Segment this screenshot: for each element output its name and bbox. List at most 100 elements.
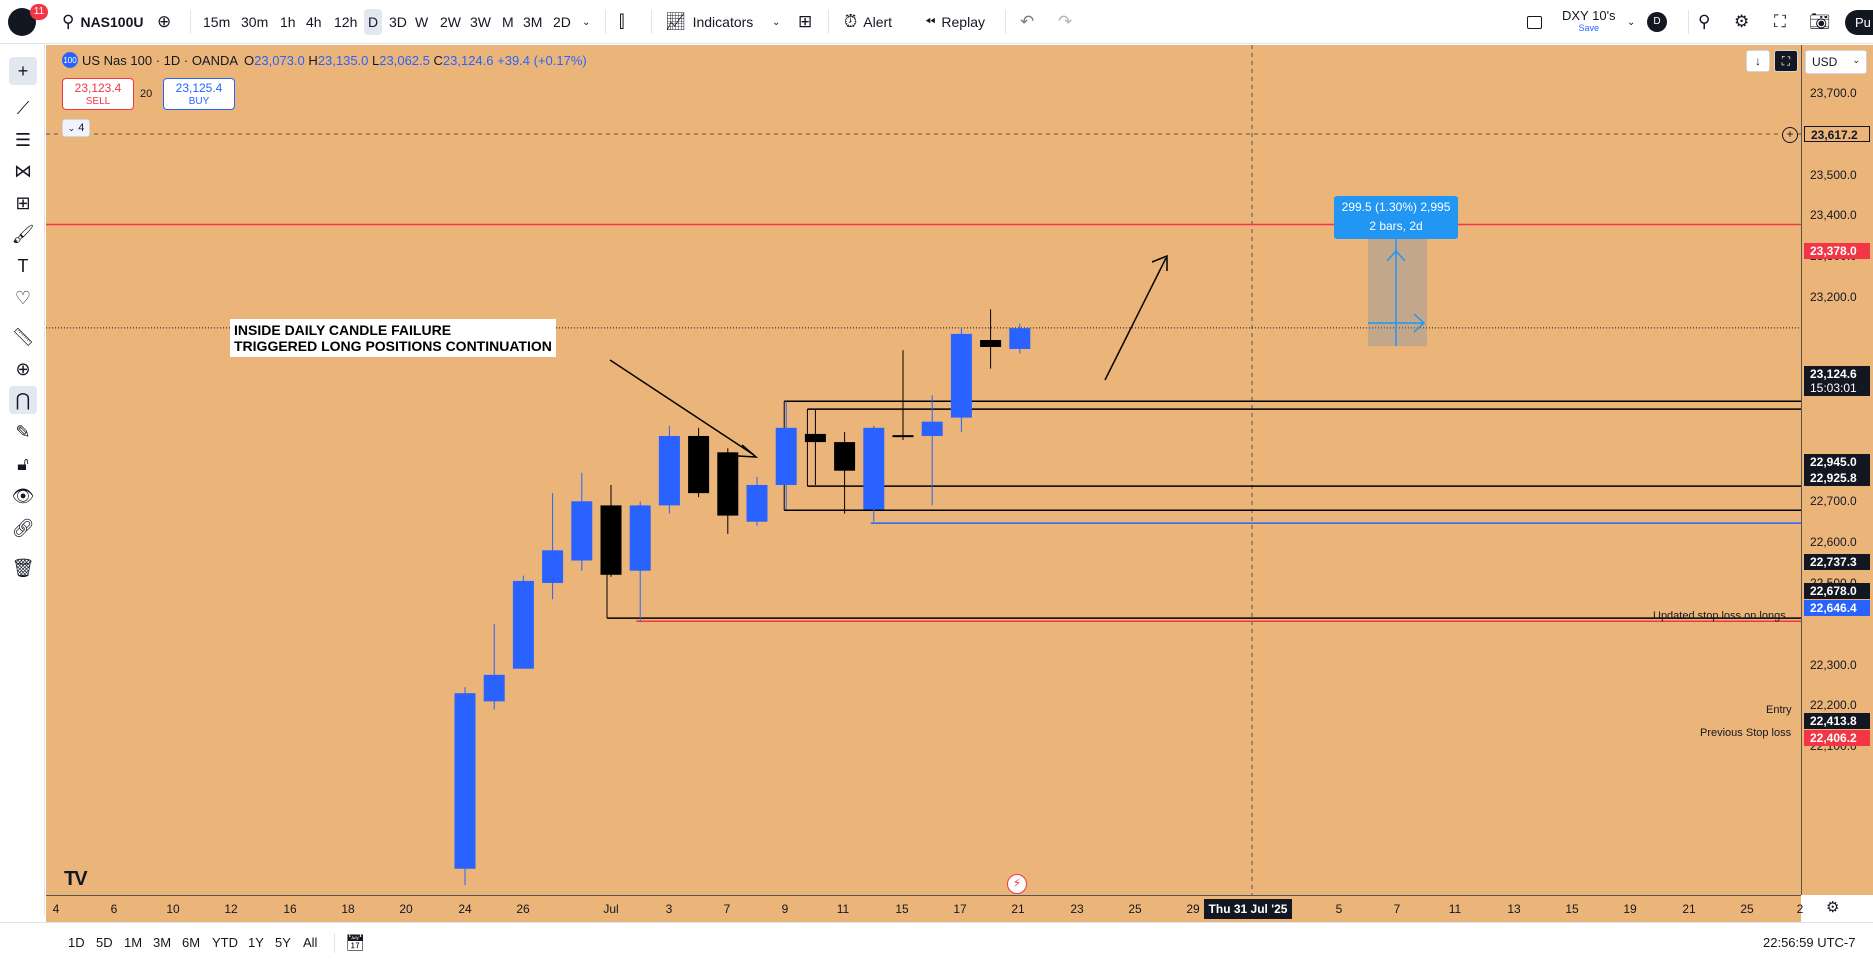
time-tick-label: 3 [665, 902, 673, 916]
trend-line-icon: ⟋ [16, 97, 30, 118]
currency-select[interactable]: USD ⌄ [1805, 50, 1867, 74]
quick-search-button[interactable]: ⚲ [1698, 0, 1710, 44]
candle-body [658, 435, 680, 506]
settings-button[interactable]: ⚙ [1734, 0, 1749, 44]
avatar: D [1647, 12, 1667, 32]
zoom-tool[interactable]: ⊕ [9, 355, 37, 383]
buy-button[interactable]: 23,125.4 BUY [163, 78, 235, 110]
fullscreen-button[interactable]: ⛶ [1774, 0, 1786, 44]
layouts-button[interactable]: ⊞ [798, 0, 812, 44]
range-ytd[interactable]: YTD [212, 935, 238, 950]
time-tick-label: 26 [516, 902, 530, 916]
time-tick-label: 24 [458, 902, 472, 916]
lock-drawings-tool[interactable]: 🔓︎ [9, 450, 37, 478]
measure-tool[interactable]: 📏︎ [9, 323, 37, 351]
scroll-to-end-button[interactable]: ↓ [1746, 50, 1770, 72]
auto-scale-button[interactable]: ⛶ [1774, 50, 1798, 72]
sync-drawings-tool[interactable]: 🔗︎ [9, 514, 37, 542]
brush-tool[interactable]: 🖌︎ [9, 220, 37, 248]
range-1m[interactable]: 1M [124, 935, 143, 950]
range-all[interactable]: All [303, 935, 318, 950]
alert-button[interactable]: ⏰︎ Alert [844, 0, 892, 44]
sell-button[interactable]: 23,123.4 SELL [62, 78, 134, 110]
interval-3w[interactable]: 3W [470, 14, 491, 30]
pattern-tool[interactable]: ⋈ [9, 157, 37, 185]
candle-body [542, 550, 564, 583]
layout-name-button[interactable]: DXY 10's Save [1562, 0, 1616, 44]
search-icon: ⚲ [1698, 12, 1711, 31]
crosshair-tool[interactable]: + [9, 57, 37, 85]
interval-3m[interactable]: 3M [523, 14, 543, 30]
price-tick-label: 22,700.0 [1810, 494, 1857, 509]
range-1d[interactable]: 1D [68, 935, 85, 950]
publish-button[interactable]: Pu [1845, 0, 1873, 44]
time-tick-label: 20 [399, 902, 413, 916]
text-tool[interactable]: T [9, 252, 37, 280]
tradingview-logo[interactable]: TV [64, 868, 88, 890]
layout-dropdown[interactable]: ⌄ [1627, 0, 1635, 44]
magnet-tool[interactable]: ⋂ [9, 386, 37, 414]
calendar-icon: 📅︎ [345, 934, 366, 952]
redo-button[interactable]: ↷ [1058, 0, 1072, 44]
time-axis[interactable] [46, 895, 1801, 922]
legend-title[interactable]: US Nas 100 · 1D · OANDA [82, 52, 239, 68]
lightning-icon[interactable]: ⚡︎ [1007, 874, 1027, 894]
remove-drawings-tool[interactable]: 🗑︎ [9, 554, 37, 582]
compare-symbol-button[interactable]: ⊕ [157, 0, 171, 44]
interval-2w[interactable]: 2W [440, 14, 461, 30]
interval-1d[interactable]: D [364, 9, 383, 35]
go-to-date-button[interactable]: 📅︎ [345, 923, 365, 961]
interval-15m[interactable]: 15m [203, 14, 231, 30]
avatar-button[interactable]: D [1647, 0, 1667, 44]
range-1y[interactable]: 1Y [248, 935, 264, 950]
symbol-search-button[interactable]: ⚲ NAS100U [62, 0, 143, 44]
fib-tool[interactable]: ☰ [9, 126, 37, 154]
interval-12h[interactable]: 12h [334, 14, 358, 30]
chart-legend: 100 US Nas 100 · 1D · OANDA O23,073.0 H2… [62, 52, 587, 68]
chart-pane[interactable] [46, 45, 1801, 895]
interval-3d[interactable]: 3D [389, 14, 407, 30]
square-icon [1527, 15, 1542, 29]
measure-duration: 2 bars, 2d [1369, 219, 1423, 233]
utc-clock[interactable]: 22:56:59 UTC-7 [1763, 935, 1856, 950]
chart-type-button[interactable]: ⫿ [619, 0, 624, 44]
range-5y[interactable]: 5Y [275, 935, 291, 950]
crosshair-price-flag: 23,617.2 [1804, 126, 1870, 142]
analysis-note[interactable]: INSIDE DAILY CANDLE FAILURE TRIGGERED LO… [230, 319, 556, 357]
layout-toggle-button[interactable] [1527, 0, 1542, 44]
search-icon: ⚲ [62, 12, 75, 31]
time-tick-label: 9 [781, 902, 789, 916]
replay-button[interactable]: ⏪︎ Replay [925, 0, 985, 44]
interval-2d[interactable]: 2D [553, 14, 571, 30]
buy-price: 23,125.4 [175, 81, 223, 95]
trend-line-tool[interactable]: ⟋ [9, 94, 37, 122]
indicators-dropdown[interactable]: ⌄ [772, 0, 780, 44]
measure-up-arrowhead [1386, 249, 1406, 262]
interval-1m[interactable]: M [502, 14, 514, 30]
range-3m[interactable]: 3M [153, 935, 172, 950]
undo-button[interactable]: ↶ [1020, 0, 1034, 44]
add-alert-plus-icon[interactable]: + [1782, 127, 1798, 143]
hide-drawings-tool[interactable]: 👁︎ [9, 482, 37, 510]
chart-settings-button[interactable]: ⚙ [1826, 898, 1839, 916]
price-tick-label: 22,200.0 [1810, 698, 1857, 713]
zoom-in-icon: ⊕ [15, 358, 31, 379]
range-5d[interactable]: 5D [96, 935, 113, 950]
range-6m[interactable]: 6M [182, 935, 201, 950]
stay-drawing-tool[interactable]: ✎ [9, 418, 37, 446]
interval-dropdown[interactable]: ⌄ [582, 0, 590, 44]
time-tick-label: 15 [895, 902, 909, 916]
measure-label[interactable]: 299.5 (1.30%) 2,995 2 bars, 2d [1334, 196, 1458, 239]
interval-1h[interactable]: 1h [280, 14, 296, 30]
prediction-tool[interactable]: ⊞ [9, 189, 37, 217]
interval-30m[interactable]: 30m [241, 14, 269, 30]
interval-1w[interactable]: W [415, 14, 429, 30]
snapshot-button[interactable]: 📷︎ [1809, 0, 1831, 44]
candles-icon: ⫿ [619, 12, 625, 31]
interval-4h[interactable]: 4h [306, 14, 322, 30]
collapse-indicators-button[interactable]: ⌄ 4 [62, 119, 90, 137]
time-tick-label: 15 [1565, 902, 1579, 916]
indicators-button[interactable]: 📈︎ Indicators [665, 0, 753, 44]
legend-open: 23,073.0 [254, 52, 305, 68]
icon-tool[interactable]: ♡ [9, 284, 37, 312]
